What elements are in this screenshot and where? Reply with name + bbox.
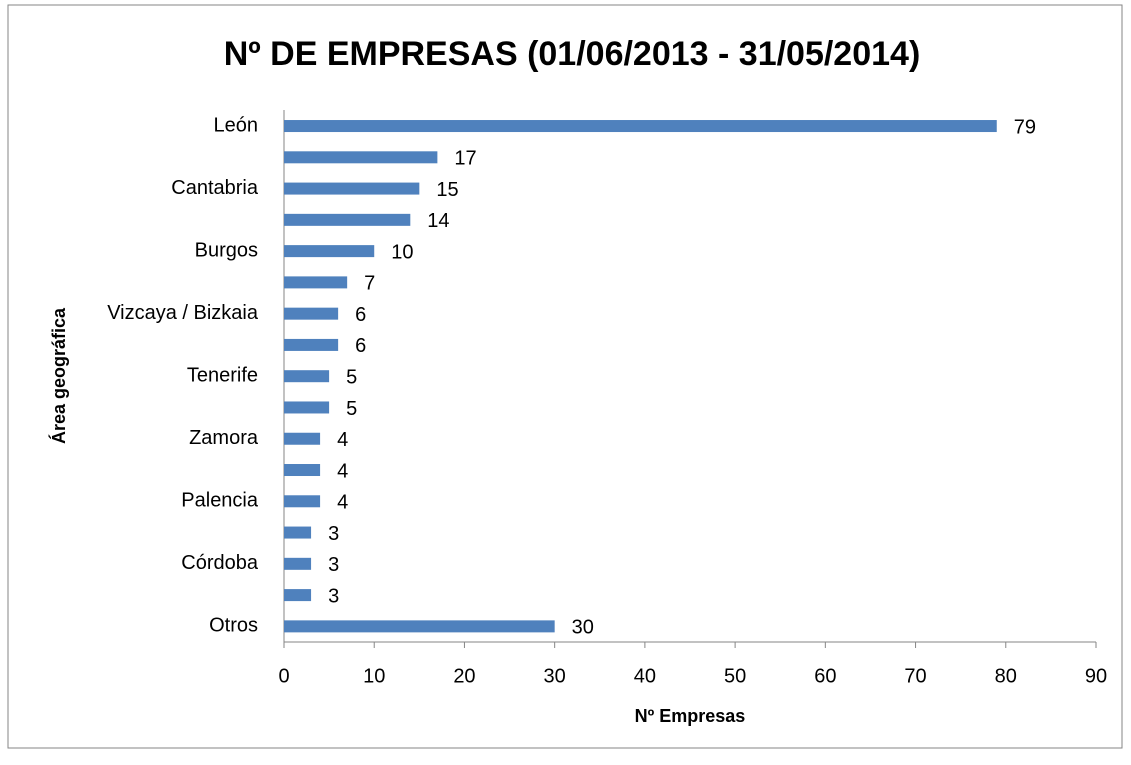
data-label: 10 [391, 241, 413, 263]
data-label: 15 [436, 179, 458, 201]
data-label: 7 [364, 273, 375, 295]
x-tick-label: 80 [995, 665, 1017, 687]
bar [284, 589, 312, 602]
data-label: 3 [328, 585, 339, 607]
data-label: 4 [337, 429, 348, 451]
data-label: 4 [337, 492, 348, 514]
y-tick-label: Palencia [181, 490, 259, 512]
data-label: 30 [572, 617, 594, 639]
chart-frame [7, 4, 1123, 749]
data-label: 3 [328, 554, 339, 576]
data-label: 5 [346, 398, 357, 420]
bar [284, 120, 997, 133]
data-label: 6 [355, 304, 366, 326]
bar [284, 526, 312, 539]
x-tick-label: 10 [363, 665, 385, 687]
x-tick-label: 90 [1085, 665, 1107, 687]
y-tick-label: Otros [209, 615, 258, 637]
x-tick-label: 30 [544, 665, 566, 687]
data-label: 5 [346, 366, 357, 388]
y-tick-label: Córdoba [181, 552, 259, 574]
bar [284, 151, 438, 164]
bar [284, 464, 321, 477]
chart-title: Nº DE EMPRESAS (01/06/2013 - 31/05/2014) [224, 35, 921, 73]
bar [284, 245, 375, 258]
bar [284, 307, 339, 320]
x-tick-label: 50 [724, 665, 746, 687]
x-tick-label: 40 [634, 665, 656, 687]
x-tick-label: 70 [904, 665, 926, 687]
data-label: 79 [1014, 116, 1036, 138]
bar [284, 338, 339, 351]
y-tick-label: Cantabria [171, 177, 259, 199]
bar [284, 182, 420, 195]
y-tick-label: Zamora [189, 427, 259, 449]
data-label: 4 [337, 460, 348, 482]
bar [284, 401, 330, 414]
data-label: 14 [427, 210, 449, 232]
bar [284, 432, 321, 445]
bar [284, 276, 348, 289]
x-tick-label: 20 [453, 665, 475, 687]
bar [284, 213, 411, 226]
y-axis-title: Área geográfica [48, 307, 69, 444]
x-axis-title: Nº Empresas [635, 706, 746, 726]
x-tick-label: 0 [278, 665, 289, 687]
bar [284, 370, 330, 383]
y-tick-label: Tenerife [187, 364, 258, 386]
y-tick-label: León [214, 114, 259, 136]
bar [284, 620, 555, 633]
bar [284, 557, 312, 570]
data-label: 3 [328, 523, 339, 545]
bar [284, 495, 321, 508]
data-label: 17 [454, 148, 476, 170]
y-tick-label: Vizcaya / Bizkaia [107, 302, 259, 324]
data-label: 6 [355, 335, 366, 357]
y-tick-label: Burgos [195, 239, 258, 261]
x-tick-label: 60 [814, 665, 836, 687]
